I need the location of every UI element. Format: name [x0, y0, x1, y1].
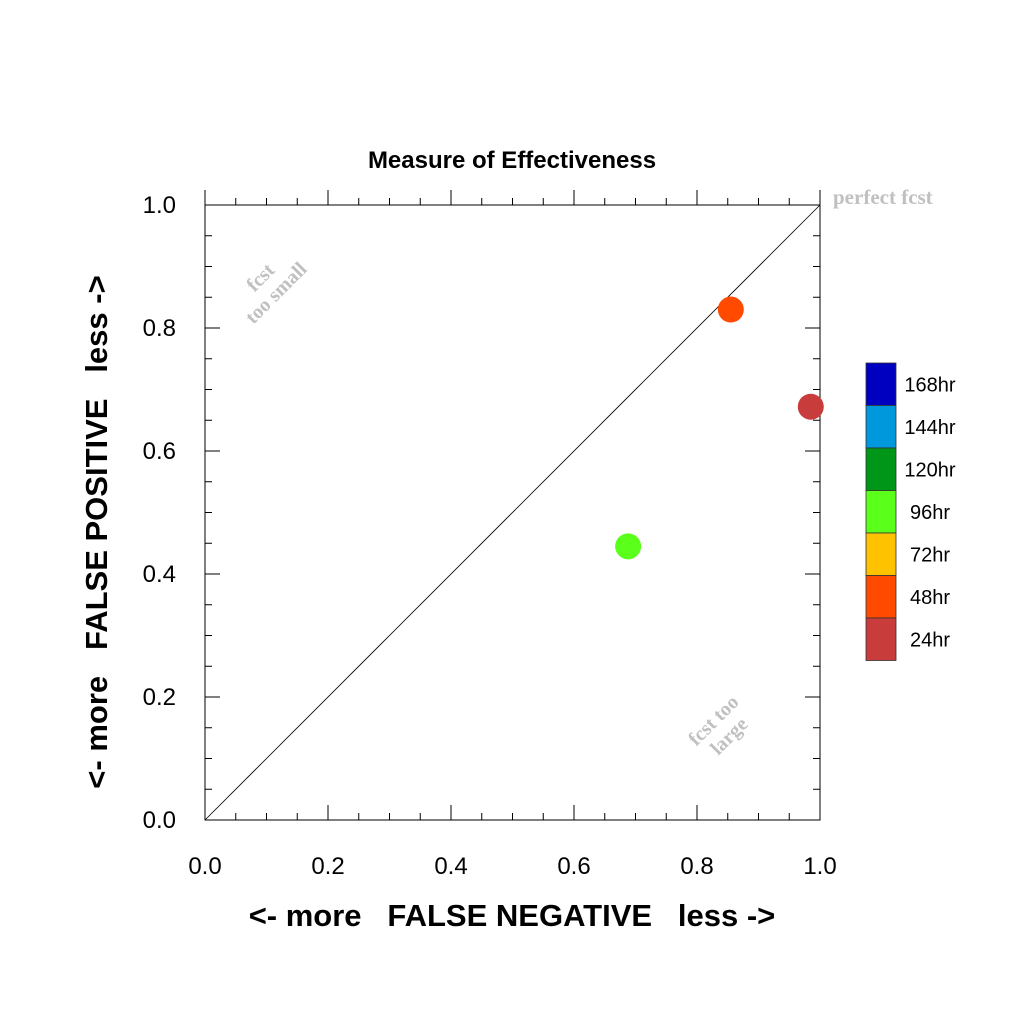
- legend-label-144hr: 144hr: [904, 417, 955, 439]
- legend-label-72hr: 72hr: [910, 544, 950, 566]
- x-tick-label: 0.2: [311, 853, 344, 880]
- point-96hr: [615, 533, 642, 560]
- legend-label-168hr: 168hr: [904, 374, 955, 396]
- too-large-annotation: fcst too large: [684, 691, 752, 759]
- legend-label-96hr: 96hr: [910, 502, 950, 524]
- x-tick-label: 1.0: [803, 853, 836, 880]
- x-tick-label: 0.6: [557, 853, 590, 880]
- chart-title: Measure of Effectiveness: [368, 147, 656, 174]
- major-ticks: [204, 190, 821, 821]
- x-tick-label: 0.4: [434, 853, 467, 880]
- legend-swatch-144hr: [865, 405, 897, 449]
- too-small-line2: too small: [241, 258, 311, 328]
- y-tick-label: 0.2: [143, 684, 176, 711]
- minor-ticks: [205, 198, 820, 820]
- legend-label-120hr: 120hr: [904, 459, 955, 481]
- legend: 168hr 144hr 120hr 96hr 72hr 48hr 24hr: [865, 362, 956, 661]
- y-axis-label: <- more FALSE POSITIVE less ->: [79, 275, 114, 788]
- legend-swatch-24hr: [865, 617, 897, 661]
- legend-swatch-72hr: [865, 532, 897, 576]
- legend-swatch-96hr: [865, 490, 897, 534]
- y-tick-label: 0.4: [143, 561, 176, 588]
- perfect-forecast-diagonal: [204, 204, 821, 821]
- plot-area: [204, 190, 821, 821]
- legend-swatch-120hr: [865, 447, 897, 491]
- y-tick-label: 0.6: [143, 438, 176, 465]
- y-tick-label: 1.0: [143, 192, 176, 219]
- point-48hr: [717, 296, 744, 323]
- y-tick-label: 0.0: [143, 807, 176, 834]
- legend-swatch-48hr: [865, 575, 897, 619]
- data-points: [615, 296, 824, 560]
- y-tick-label: 0.8: [143, 315, 176, 342]
- legend-swatch-168hr: [865, 362, 897, 406]
- y-tick-labels: 0.0 0.2 0.4 0.6 0.8 1.0: [143, 192, 176, 834]
- x-tick-labels: 0.0 0.2 0.4 0.6 0.8 1.0: [188, 853, 836, 880]
- perfect-forecast-annotation: perfect fcst: [833, 185, 933, 209]
- point-24hr: [797, 393, 824, 420]
- x-axis-label: <- more FALSE NEGATIVE less ->: [249, 898, 776, 933]
- x-tick-label: 0.8: [680, 853, 713, 880]
- legend-label-24hr: 24hr: [910, 629, 950, 651]
- x-tick-label: 0.0: [188, 853, 221, 880]
- legend-label-48hr: 48hr: [910, 587, 950, 609]
- too-small-annotation: fcst too small: [241, 258, 311, 328]
